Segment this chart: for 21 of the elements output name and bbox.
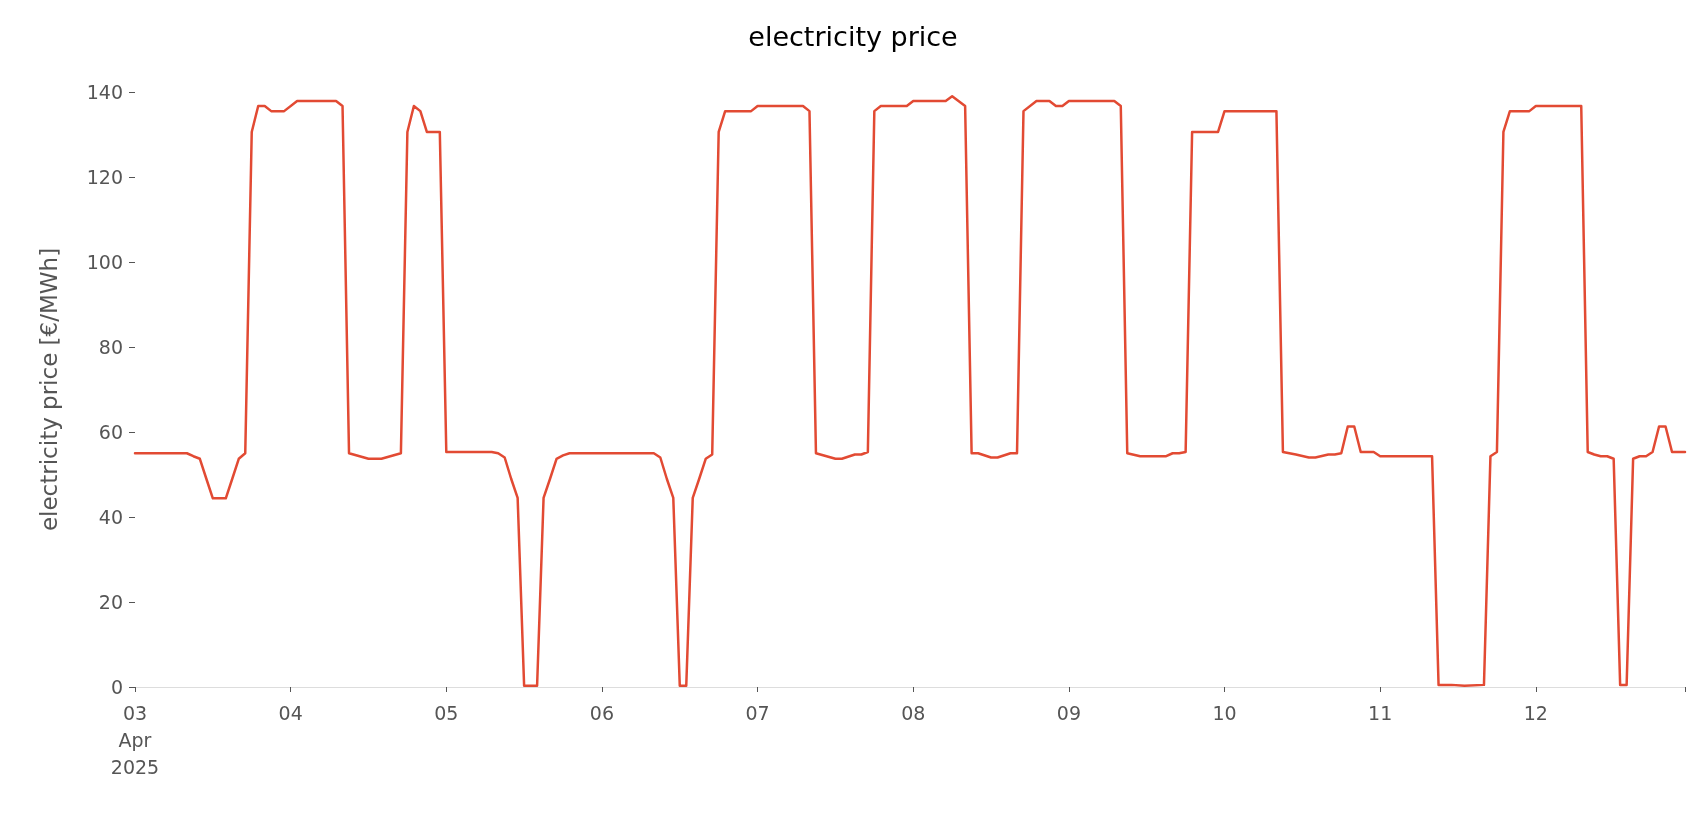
- y-axis-title: electricity price [€/MWh]: [35, 247, 62, 532]
- y-tick-label: 20: [98, 591, 123, 613]
- y-tick-label: 60: [98, 421, 123, 443]
- y-tick-label: 140: [86, 81, 123, 103]
- y-tick-label: 40: [98, 506, 123, 528]
- x-tick-label: 11: [1368, 701, 1393, 724]
- x-tick-label: 10: [1212, 701, 1237, 724]
- x-tick-label: 05: [434, 701, 459, 724]
- line-series: [133, 95, 1687, 687]
- y-tick-label: 120: [86, 166, 123, 188]
- y-tick-label: 80: [98, 336, 123, 358]
- x-tick-label: 07: [745, 701, 770, 724]
- y-tick-label: 100: [86, 251, 123, 273]
- chart-title: electricity price: [748, 21, 958, 52]
- x-tick-label: 08: [901, 701, 926, 724]
- x-tick-label: 03 Apr 2025: [110, 701, 160, 778]
- x-tick-label: 06: [589, 701, 615, 724]
- x-tick-label: 12: [1523, 701, 1548, 724]
- x-tick-label: 09: [1056, 701, 1081, 724]
- x-tick-label: 04: [278, 701, 303, 724]
- y-tick-label: 0: [110, 676, 123, 698]
